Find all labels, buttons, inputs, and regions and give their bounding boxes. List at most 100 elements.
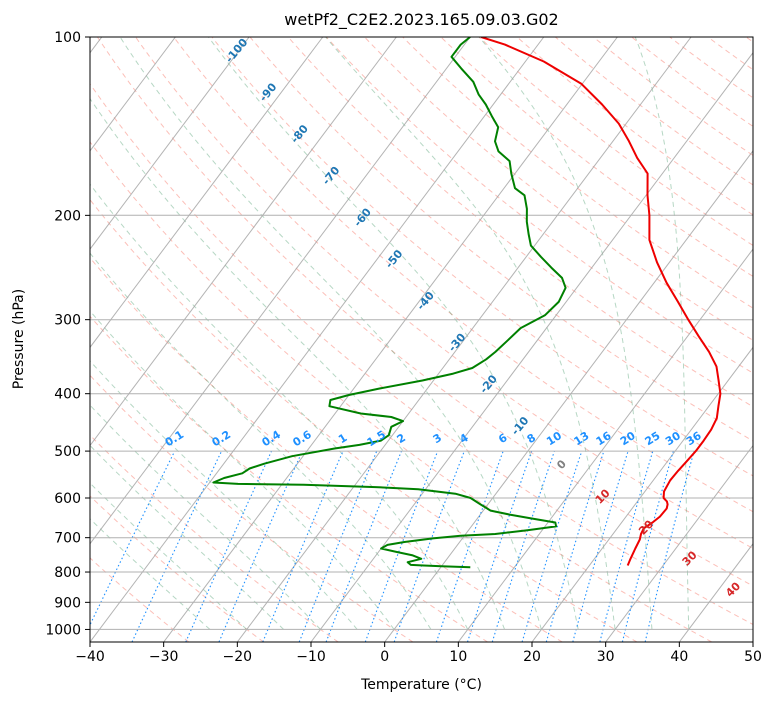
dry-adiabat	[96, 37, 753, 587]
mixing-ratio-line	[185, 450, 273, 642]
y-tick-label: 100	[54, 30, 81, 46]
pressure-grid	[90, 37, 753, 630]
moist-adiabat	[119, 37, 542, 630]
dry-adiabat	[478, 37, 753, 247]
mixing-ratio-label: 13	[572, 429, 592, 448]
mixing-ratio-label: 1	[336, 431, 349, 446]
mixing-ratio-label: 0.1	[163, 428, 186, 449]
mixing-ratio-label: 30	[663, 429, 683, 448]
profile-series	[212, 37, 722, 569]
dry-adiabat	[364, 37, 753, 341]
mixing-ratio-label: 3	[431, 431, 444, 446]
isotherm	[90, 37, 324, 349]
dry-adiabat-label: 30	[680, 548, 700, 568]
isotherm	[90, 37, 250, 250]
mixing-ratio-label: 25	[643, 429, 663, 448]
mixing-ratio-label: 16	[594, 429, 614, 448]
isotherm	[384, 150, 753, 642]
mixing-ratio-line	[325, 450, 403, 642]
isotherm	[90, 37, 176, 152]
mixing-ratio-line	[90, 450, 176, 627]
x-tick-label: 30	[597, 649, 615, 665]
moist-adiabat	[90, 183, 469, 630]
mixing-ratio-line	[262, 450, 344, 642]
plot-frame	[89, 36, 754, 643]
y-tick-label: 600	[54, 491, 81, 507]
y-tick-label: 700	[54, 531, 81, 547]
isotherm	[678, 542, 753, 642]
moist-adiabat-label: -90	[257, 80, 280, 104]
dry-adiabat-label: 10	[593, 486, 613, 506]
dry-adiabat	[90, 374, 414, 642]
mixing-ratio-label: 2	[395, 431, 408, 446]
isotherm	[752, 641, 753, 642]
mixing-ratio-line	[545, 450, 605, 642]
isotherm	[163, 37, 618, 642]
isotherm	[310, 51, 753, 642]
moist-adiabat	[90, 97, 506, 630]
mixing-ratio-line	[364, 450, 439, 642]
moist-adiabat	[90, 404, 321, 630]
moist-adiabat-label: -50	[383, 247, 406, 271]
axis-ticks: −40 −30 −20 −10 0 10 20 30 40 5010020030040050060…	[45, 30, 762, 665]
moist-adiabat	[634, 37, 690, 630]
zero-label: 0	[554, 457, 569, 472]
dry-adiabat	[90, 83, 753, 626]
isotherm	[90, 37, 471, 545]
dry-adiabat	[554, 37, 753, 186]
y-tick-label: 400	[54, 387, 81, 403]
moist-adiabat	[90, 444, 284, 630]
mixing-ratio-label: 10	[544, 429, 564, 448]
y-axis-label: Pressure (hPa)	[11, 288, 27, 390]
chart-title: wetPf2_C2E2.2023.165.09.03.G02	[284, 10, 559, 29]
isotherm	[605, 444, 753, 642]
mixing-ratio-line	[621, 450, 674, 642]
dry-adiabat	[325, 37, 753, 374]
dry-adiabat	[90, 434, 339, 642]
dry-adiabat	[402, 37, 753, 309]
moist-adiabat-label: -80	[288, 122, 311, 146]
isotherm	[236, 37, 692, 642]
mixing-ratio-line	[218, 450, 303, 642]
x-tick-label: −30	[149, 649, 179, 665]
isotherm	[457, 248, 753, 642]
dry-adiabat	[249, 37, 753, 442]
moist-adiabat	[90, 360, 358, 630]
line-labels: -100-90-80-70-60-50-40-30-20-100.1 0.2 0.4…	[163, 36, 744, 600]
dry-adiabat	[90, 141, 712, 642]
y-tick-label: 800	[54, 565, 81, 581]
dry-adiabat	[90, 257, 563, 642]
dry-adiabat	[745, 37, 753, 43]
x-tick-label: 50	[744, 649, 762, 665]
mixing-ratio-line	[599, 450, 654, 642]
x-tick-label: 20	[523, 649, 541, 665]
moist-adiabat	[324, 37, 616, 630]
dry-adiabat	[707, 37, 753, 71]
moist-adiabat	[478, 37, 653, 630]
mixing-ratio-label: 8	[525, 431, 538, 446]
moist-adiabat	[90, 252, 432, 630]
isotherm	[531, 346, 753, 642]
mixing-ratio-label: 6	[496, 431, 510, 446]
mixing-ratio-line	[298, 450, 378, 642]
dewpoint-line	[212, 37, 567, 569]
moist-adiabat-label: -30	[446, 331, 469, 355]
moist-adiabat-label: -20	[477, 372, 500, 396]
dry-adiabat	[287, 37, 753, 408]
mixing-ratio-line	[466, 450, 533, 642]
x-tick-label: 10	[449, 649, 467, 665]
y-tick-label: 1000	[45, 622, 81, 638]
isotherm	[90, 37, 545, 642]
moist-adiabat	[90, 482, 248, 630]
moist-adiabat	[90, 310, 395, 630]
moist-adiabat-label: -70	[320, 164, 343, 188]
mixing-ratio-line	[644, 450, 695, 642]
dry-adiabat	[593, 37, 753, 157]
background-lines	[90, 37, 753, 642]
mixing-ratio-line	[393, 450, 465, 642]
mixing-ratio-label: 0.2	[210, 428, 233, 449]
dry-adiabat	[440, 37, 753, 277]
isotherm	[90, 37, 397, 447]
y-tick-label: 500	[54, 444, 81, 460]
dry-adiabat	[173, 37, 753, 513]
